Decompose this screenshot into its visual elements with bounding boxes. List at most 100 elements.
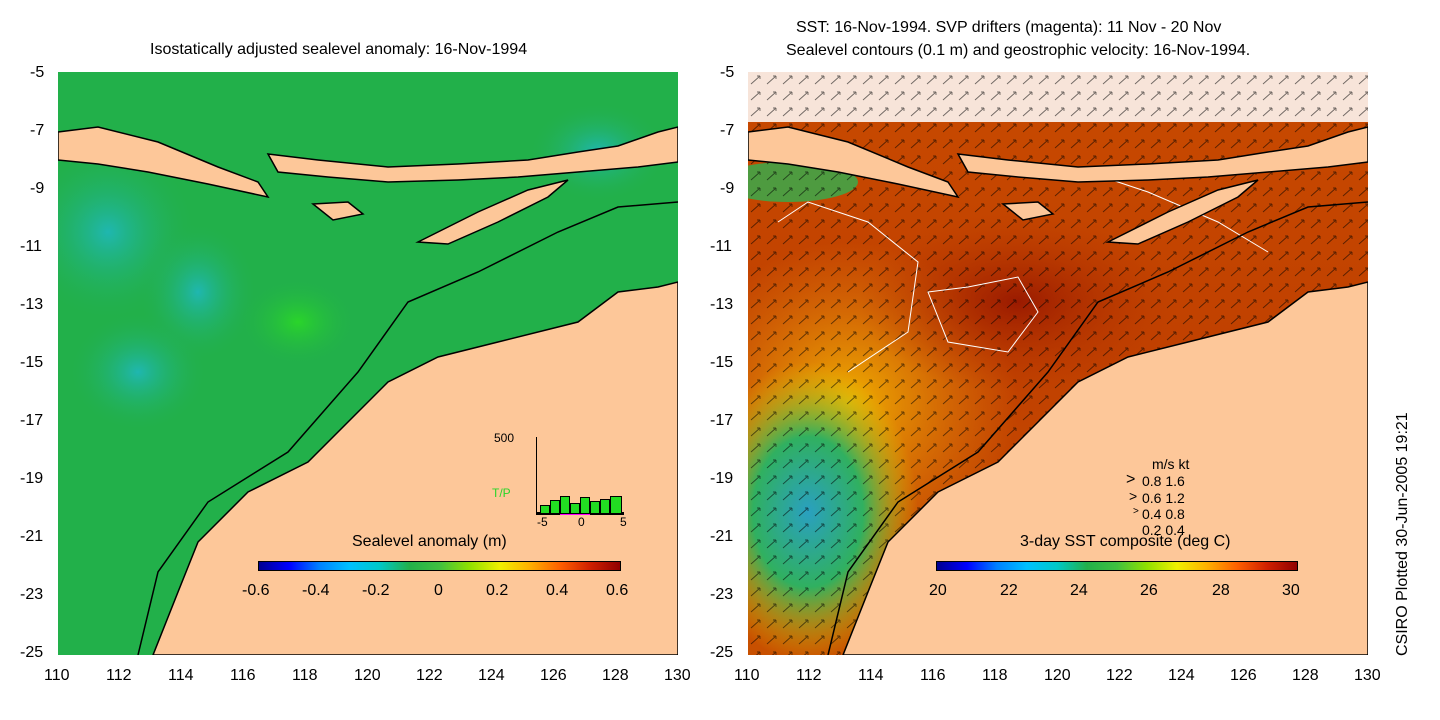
shelf-contour <box>137 201 678 655</box>
right-cbar-tick: 30 <box>1282 582 1300 599</box>
inset-x-tick: 5 <box>620 515 627 529</box>
left-x-tick: 116 <box>230 667 256 684</box>
inset-bar <box>610 496 622 514</box>
lesser-sunda-islands <box>956 126 1368 183</box>
right-y-tick: -23 <box>710 586 734 603</box>
left-y-tick: -11 <box>20 238 42 255</box>
left-cbar-tick: -0.4 <box>302 582 330 599</box>
right-x-tick: 122 <box>1106 667 1133 684</box>
lesser-sunda-islands <box>266 126 678 183</box>
sumba-island <box>311 201 365 221</box>
right-colorbar-label: 3-day SST composite (deg C) <box>1020 533 1231 550</box>
inset-ymax: 500 <box>494 431 515 445</box>
left-y-tick: -23 <box>20 586 44 603</box>
inset-bar <box>590 501 600 514</box>
left-x-tick: 118 <box>292 667 318 684</box>
right-y-tick: -9 <box>720 180 735 197</box>
sumba-island <box>1001 201 1055 221</box>
right-x-tick: 130 <box>1354 667 1381 684</box>
right-cbar-tick: 26 <box>1140 582 1158 599</box>
inset-bar <box>580 497 590 514</box>
plot-credit: CSIRO Plotted 30-Jun-2005 19:21 <box>1394 412 1411 656</box>
left-x-tick: 112 <box>106 667 132 684</box>
left-y-tick: -7 <box>30 122 45 139</box>
sla-high-center <box>238 277 358 367</box>
right-y-tick: -13 <box>710 296 734 313</box>
left-x-tick: 126 <box>540 667 567 684</box>
right-map-title-line1: SST: 16-Nov-1994. SVP drifters (magenta)… <box>796 19 1222 36</box>
inset-y-axis <box>536 437 537 515</box>
inset-bar <box>570 503 580 514</box>
left-y-tick: -19 <box>20 470 44 487</box>
left-y-tick: -13 <box>20 296 44 313</box>
inset-bar <box>600 499 610 514</box>
left-cbar-tick: -0.2 <box>362 582 390 599</box>
left-cbar-tick: 0.2 <box>486 582 509 599</box>
right-x-tick: 124 <box>1168 667 1195 684</box>
left-cbar-tick: 0.6 <box>606 582 629 599</box>
inset-x-tick: 0 <box>578 515 585 529</box>
left-y-tick: -17 <box>20 412 44 429</box>
right-cbar-tick: 24 <box>1070 582 1088 599</box>
right-y-tick: -7 <box>720 122 735 139</box>
velocity-legend-row: 0.8 1.6 <box>1142 473 1185 489</box>
right-x-tick: 128 <box>1292 667 1319 684</box>
sealevel-contour <box>927 276 1039 353</box>
velocity-legend-row: 0.6 1.2 <box>1142 490 1185 506</box>
left-map-title: Isostatically adjusted sealevel anomaly:… <box>150 41 528 58</box>
right-map-title-line2: Sealevel contours (0.1 m) and geostrophi… <box>786 42 1251 59</box>
right-x-tick: 112 <box>796 667 822 684</box>
right-y-tick: -17 <box>710 412 734 429</box>
right-y-tick: -21 <box>710 528 734 545</box>
inset-x-tick: -5 <box>537 515 548 529</box>
right-x-tick: 114 <box>858 667 884 684</box>
velocity-legend-header: m/s kt <box>1152 456 1190 472</box>
velocity-legend-arrow-icon: > <box>1126 471 1136 488</box>
right-x-tick: 120 <box>1044 667 1071 684</box>
inset-bar <box>540 505 550 514</box>
right-map <box>748 72 1368 655</box>
right-cbar-tick: 28 <box>1212 582 1230 599</box>
shelf-contour <box>827 201 1368 655</box>
left-x-tick: 114 <box>168 667 194 684</box>
right-colorbar <box>936 561 1298 571</box>
left-x-tick: 110 <box>44 667 70 684</box>
right-x-tick: 118 <box>982 667 1008 684</box>
right-cbar-tick: 22 <box>1000 582 1018 599</box>
left-cbar-tick: -0.6 <box>242 582 270 599</box>
left-x-tick: 128 <box>602 667 629 684</box>
left-y-tick: -5 <box>30 64 45 81</box>
right-y-tick: -11 <box>710 238 732 255</box>
left-y-tick: -25 <box>20 644 44 661</box>
left-x-tick: 120 <box>354 667 381 684</box>
sla-low-south <box>68 312 208 432</box>
right-cbar-tick: 20 <box>929 582 947 599</box>
right-y-tick: -19 <box>710 470 734 487</box>
left-x-tick: 130 <box>664 667 691 684</box>
java-land <box>58 126 270 199</box>
right-y-tick: -5 <box>720 64 735 81</box>
velocity-legend-row: 0.4 0.8 <box>1142 506 1185 522</box>
inset-bar <box>560 496 570 514</box>
left-cbar-tick: 0 <box>434 582 443 599</box>
left-y-tick: -9 <box>30 180 45 197</box>
java-land <box>748 126 960 199</box>
inset-label: T/P <box>492 486 511 500</box>
velocity-legend-arrow-icon: > <box>1129 488 1138 504</box>
velocity-legend-row: 0.2 0.4 <box>1142 522 1185 538</box>
left-cbar-tick: 0.4 <box>546 582 569 599</box>
left-x-tick: 122 <box>416 667 443 684</box>
timor-island <box>1105 179 1259 245</box>
right-y-tick: -15 <box>710 354 734 371</box>
right-map-svg <box>748 72 1368 655</box>
left-colorbar-label: Sealevel anomaly (m) <box>352 533 507 550</box>
timor-island <box>415 179 569 245</box>
left-x-tick: 124 <box>478 667 505 684</box>
right-x-tick: 116 <box>920 667 946 684</box>
sealevel-contour <box>777 201 919 373</box>
right-y-tick: -25 <box>710 644 734 661</box>
right-x-tick: 110 <box>734 667 760 684</box>
inset-bar <box>550 500 560 514</box>
left-colorbar <box>258 561 621 571</box>
velocity-legend-arrow-icon: > <box>1133 506 1139 517</box>
